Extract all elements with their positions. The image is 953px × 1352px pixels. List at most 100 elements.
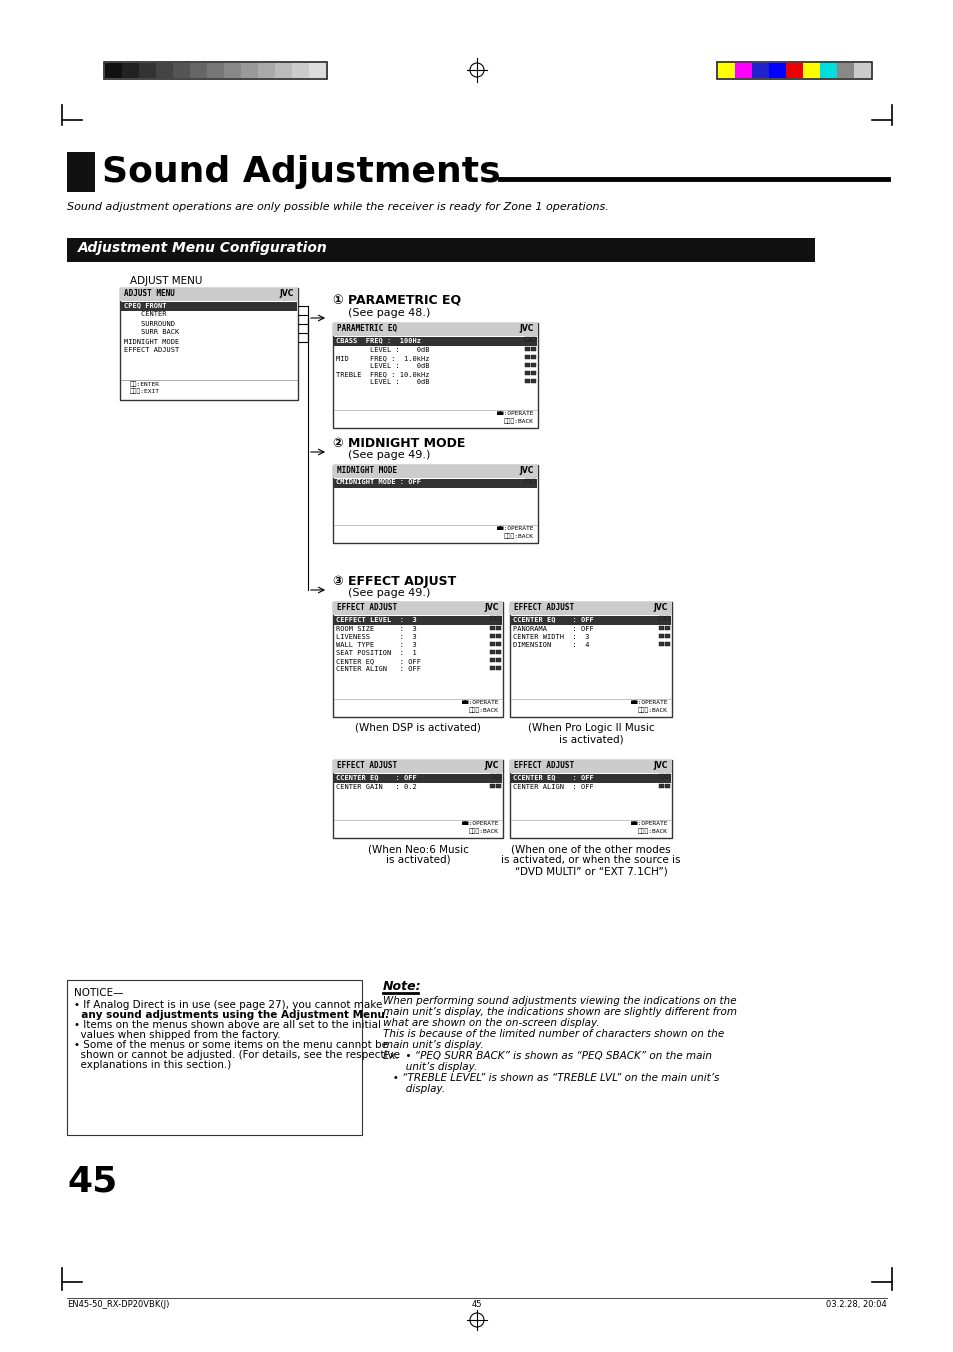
Text: EFFECT ADJUST: EFFECT ADJUST xyxy=(336,603,396,612)
Bar xyxy=(490,658,495,662)
Bar xyxy=(67,980,361,1134)
Bar xyxy=(496,634,500,638)
Text: Sound adjustment operations are only possible while the receiver is ready for Zo: Sound adjustment operations are only pos… xyxy=(67,201,608,212)
Bar xyxy=(751,64,768,78)
Bar xyxy=(802,64,820,78)
Bar xyxy=(333,602,502,717)
Text: CCENTER EQ    : OFF: CCENTER EQ : OFF xyxy=(513,617,593,622)
Text: EFFECT ADJUST: EFFECT ADJUST xyxy=(124,347,179,353)
Text: “DVD MULTI” or “EXT 7.1CH”): “DVD MULTI” or “EXT 7.1CH”) xyxy=(514,867,667,876)
Bar xyxy=(490,650,495,654)
Text: SURR BACK: SURR BACK xyxy=(124,330,179,335)
Text: main unit’s display.: main unit’s display. xyxy=(382,1040,483,1051)
Text: LEVEL :    0dB: LEVEL : 0dB xyxy=(335,379,429,385)
Bar xyxy=(496,650,500,654)
Bar xyxy=(717,62,871,78)
Bar xyxy=(156,64,172,78)
Bar xyxy=(490,773,495,777)
Text: CBASS  FREQ :  100Hz: CBASS FREQ : 100Hz xyxy=(335,338,420,343)
Text: Ⓢⓔ:ENTER: Ⓢⓔ:ENTER xyxy=(130,381,160,387)
Text: JVC: JVC xyxy=(484,603,498,612)
Text: CENTER GAIN   : 0.2: CENTER GAIN : 0.2 xyxy=(335,784,416,790)
Text: CCENTER EQ    : OFF: CCENTER EQ : OFF xyxy=(513,775,593,780)
Bar xyxy=(333,760,502,838)
Text: CPEQ FRONT: CPEQ FRONT xyxy=(124,303,167,308)
Text: is activated): is activated) xyxy=(558,734,622,744)
Bar xyxy=(524,337,530,341)
Bar xyxy=(659,784,663,788)
Text: (See page 49.): (See page 49.) xyxy=(348,588,430,598)
Bar xyxy=(510,602,671,615)
Text: JVC: JVC xyxy=(519,324,534,333)
Bar xyxy=(734,64,751,78)
Text: When performing sound adjustments viewing the indications on the: When performing sound adjustments viewin… xyxy=(382,996,736,1006)
Text: 03.2.28, 20:04: 03.2.28, 20:04 xyxy=(825,1301,886,1309)
Text: ADJUST MENU: ADJUST MENU xyxy=(130,276,202,287)
Bar xyxy=(490,667,495,671)
Bar xyxy=(659,773,663,777)
Bar xyxy=(241,64,257,78)
Text: EFFECT ADJUST: EFFECT ADJUST xyxy=(514,603,574,612)
Bar xyxy=(67,151,95,192)
Text: (When one of the other modes: (When one of the other modes xyxy=(511,844,670,854)
Bar xyxy=(664,617,669,621)
Text: unit’s display.: unit’s display. xyxy=(382,1063,476,1072)
Bar xyxy=(333,323,537,337)
Text: ■■:OPERATE: ■■:OPERATE xyxy=(461,700,498,704)
Text: (See page 48.): (See page 48.) xyxy=(348,308,430,318)
Bar xyxy=(139,64,156,78)
Text: DIMENSION     :  4: DIMENSION : 4 xyxy=(513,642,589,648)
Text: ② MIDNIGHT MODE: ② MIDNIGHT MODE xyxy=(333,437,465,450)
Bar xyxy=(524,379,530,383)
Bar xyxy=(496,667,500,671)
Bar xyxy=(334,773,501,783)
Bar xyxy=(785,64,802,78)
Text: ⓔⓗⓔ:BACK: ⓔⓗⓔ:BACK xyxy=(638,827,667,834)
Bar xyxy=(820,64,836,78)
Bar xyxy=(531,337,536,341)
Bar xyxy=(524,370,530,375)
Bar xyxy=(120,288,297,400)
Text: • Items on the menus shown above are all set to the initial: • Items on the menus shown above are all… xyxy=(74,1019,380,1030)
Bar xyxy=(496,642,500,646)
Bar xyxy=(274,64,292,78)
Text: is activated): is activated) xyxy=(385,854,450,865)
Bar xyxy=(524,347,530,352)
Bar xyxy=(309,64,326,78)
Text: PARAMETRIC EQ: PARAMETRIC EQ xyxy=(336,324,396,333)
Text: ① PARAMETRIC EQ: ① PARAMETRIC EQ xyxy=(333,295,460,308)
Bar xyxy=(664,773,669,777)
Bar xyxy=(664,784,669,788)
Bar xyxy=(490,634,495,638)
Text: ■■:OPERATE: ■■:OPERATE xyxy=(496,411,534,416)
Text: MID     FREQ :  1.0kHz: MID FREQ : 1.0kHz xyxy=(335,356,429,361)
Bar xyxy=(257,64,274,78)
Text: EFFECT ADJUST: EFFECT ADJUST xyxy=(336,761,396,771)
Bar xyxy=(120,288,297,301)
Bar xyxy=(718,64,734,78)
Text: CCENTER EQ    : OFF: CCENTER EQ : OFF xyxy=(335,775,416,780)
Text: any sound adjustments using the Adjustment Menu.: any sound adjustments using the Adjustme… xyxy=(74,1010,389,1019)
Bar xyxy=(511,773,670,783)
Bar xyxy=(292,64,309,78)
Bar xyxy=(853,64,870,78)
Bar xyxy=(333,465,537,544)
Text: (See page 49.): (See page 49.) xyxy=(348,450,430,460)
Bar xyxy=(496,617,500,621)
Bar xyxy=(768,64,785,78)
Bar xyxy=(496,784,500,788)
Bar xyxy=(334,337,537,346)
Text: ■■:OPERATE: ■■:OPERATE xyxy=(496,526,534,531)
Bar xyxy=(333,465,537,479)
Text: CENTER WIDTH  :  3: CENTER WIDTH : 3 xyxy=(513,634,589,639)
Bar xyxy=(510,602,671,717)
Bar xyxy=(172,64,190,78)
Text: • “TREBLE LEVEL” is shown as “TREBLE LVL” on the main unit’s: • “TREBLE LEVEL” is shown as “TREBLE LVL… xyxy=(382,1073,719,1083)
Bar xyxy=(67,238,814,262)
Text: CENTER ALIGN  : OFF: CENTER ALIGN : OFF xyxy=(513,784,593,790)
Bar xyxy=(531,347,536,352)
Bar xyxy=(836,64,853,78)
Bar xyxy=(531,379,536,383)
Bar xyxy=(511,617,670,625)
Text: ■■:OPERATE: ■■:OPERATE xyxy=(630,700,667,704)
